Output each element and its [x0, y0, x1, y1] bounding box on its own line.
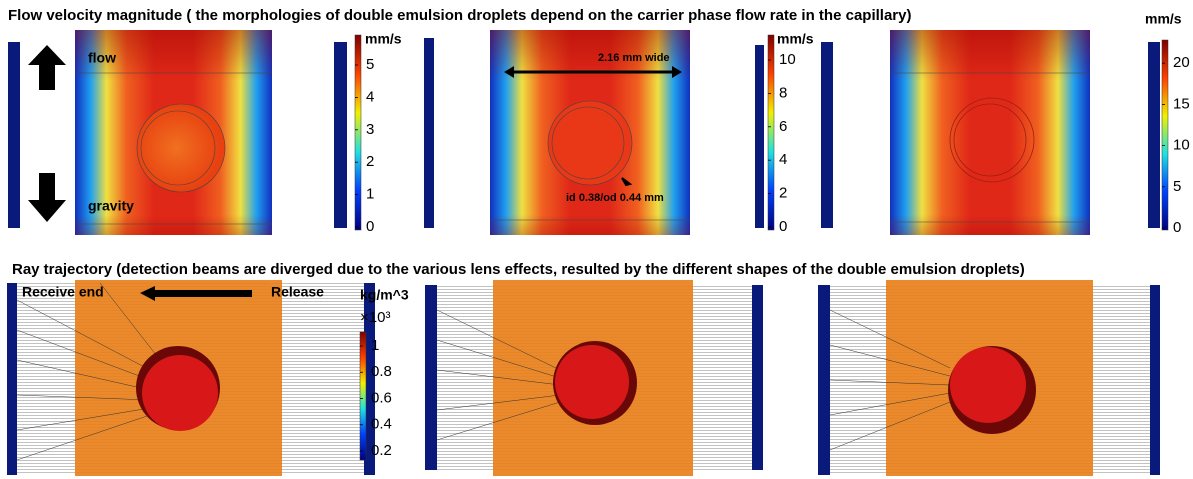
- tick-label: 0.6: [371, 389, 392, 406]
- colorbar-unit: mm/s: [777, 31, 814, 47]
- diameter-label: id 0.38/od 0.44 mm: [566, 192, 664, 204]
- tick-label: 15: [1173, 95, 1190, 112]
- receive-label: Receive end: [22, 284, 104, 300]
- colorbar: [1162, 40, 1168, 230]
- tick-label: 4: [366, 88, 374, 105]
- tick-label: 3: [366, 121, 374, 138]
- colorbar: [355, 35, 361, 230]
- tick-label: 1: [371, 337, 379, 354]
- colorbar-unit: mm/s: [365, 31, 402, 47]
- tick-label: 0.8: [371, 363, 392, 380]
- flow-panel: [821, 30, 1160, 235]
- colorbar-unit: kg/m^3: [360, 287, 409, 303]
- tick-label: 4: [779, 151, 787, 168]
- tick-label: 2: [366, 153, 374, 170]
- width-label: 2.16 mm wide: [598, 52, 670, 64]
- ray-panel: [425, 280, 763, 476]
- tick-label: 20: [1173, 54, 1190, 71]
- tick-label: 6: [779, 118, 787, 135]
- tick-label: 0: [366, 218, 374, 235]
- gravity-label: gravity: [88, 198, 134, 214]
- tick-label: 0.4: [371, 416, 392, 433]
- tick-label: 5: [1173, 178, 1181, 195]
- tick-label: 8: [779, 84, 787, 101]
- tick-label: 1: [366, 186, 374, 203]
- tick-label: 0: [1173, 219, 1181, 236]
- flow-panel: [8, 30, 347, 235]
- colorbar-unit: mm/s: [1145, 11, 1182, 27]
- release-label: Release: [271, 284, 324, 300]
- tick-label: 5: [366, 56, 374, 73]
- colorbar: [768, 35, 774, 230]
- tick-label: 0.2: [371, 442, 392, 459]
- tick-label: 10: [1173, 137, 1190, 154]
- ray-panel: [7, 280, 375, 476]
- flow-title: Flow velocity magnitude ( the morphologi…: [8, 7, 911, 24]
- rays-title: Ray trajectory (detection beams are dive…: [12, 261, 1025, 278]
- figure: Flow velocity magnitude ( the morphologi…: [0, 0, 1193, 479]
- tick-label: 0: [779, 218, 787, 235]
- flow-panel: [424, 30, 764, 235]
- flow-label: flow: [88, 50, 116, 66]
- tick-label: 2: [779, 185, 787, 202]
- tick-label: 10: [779, 51, 796, 68]
- colorbar-scale: ×10³: [360, 309, 390, 326]
- ray-panel: [818, 280, 1160, 476]
- colorbar: [360, 332, 366, 460]
